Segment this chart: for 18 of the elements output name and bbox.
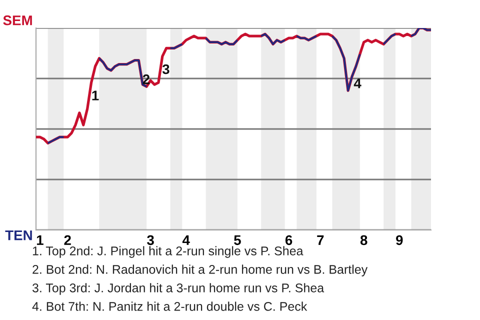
annotation: 1: [92, 90, 99, 100]
x-tick-label: 7: [317, 235, 324, 245]
text: 2. Bot 2nd: N. Radanovich hit a 2-run home run vs B. Bartley: [32, 264, 368, 276]
text: SEM: [3, 15, 32, 26]
annotation: 4: [354, 78, 362, 88]
x-tick-label: 8: [360, 235, 368, 246]
text: 4. Bot 7th: N. Panitz hit a 2-run double vs C. Peck: [32, 302, 308, 311]
text: 1. Top 2nd: J. Pingel hit a 2-run single vs P. Shea: [32, 246, 304, 258]
x-tick-label: 9: [396, 235, 403, 246]
x-tick-label: 6: [285, 235, 292, 246]
text: 3. Top 3rd: J. Jordan hit a 3-run home run vs P. Shea: [32, 283, 324, 295]
x-tick-label: 2: [64, 235, 71, 245]
x-tick-label: 4: [182, 235, 190, 245]
x-tick-label: 5: [234, 235, 241, 246]
text: TEN: [5, 230, 32, 240]
x-tick-label: 3: [147, 235, 154, 246]
x-tick-label: 1: [36, 235, 44, 245]
annotation: 3: [162, 64, 170, 74]
